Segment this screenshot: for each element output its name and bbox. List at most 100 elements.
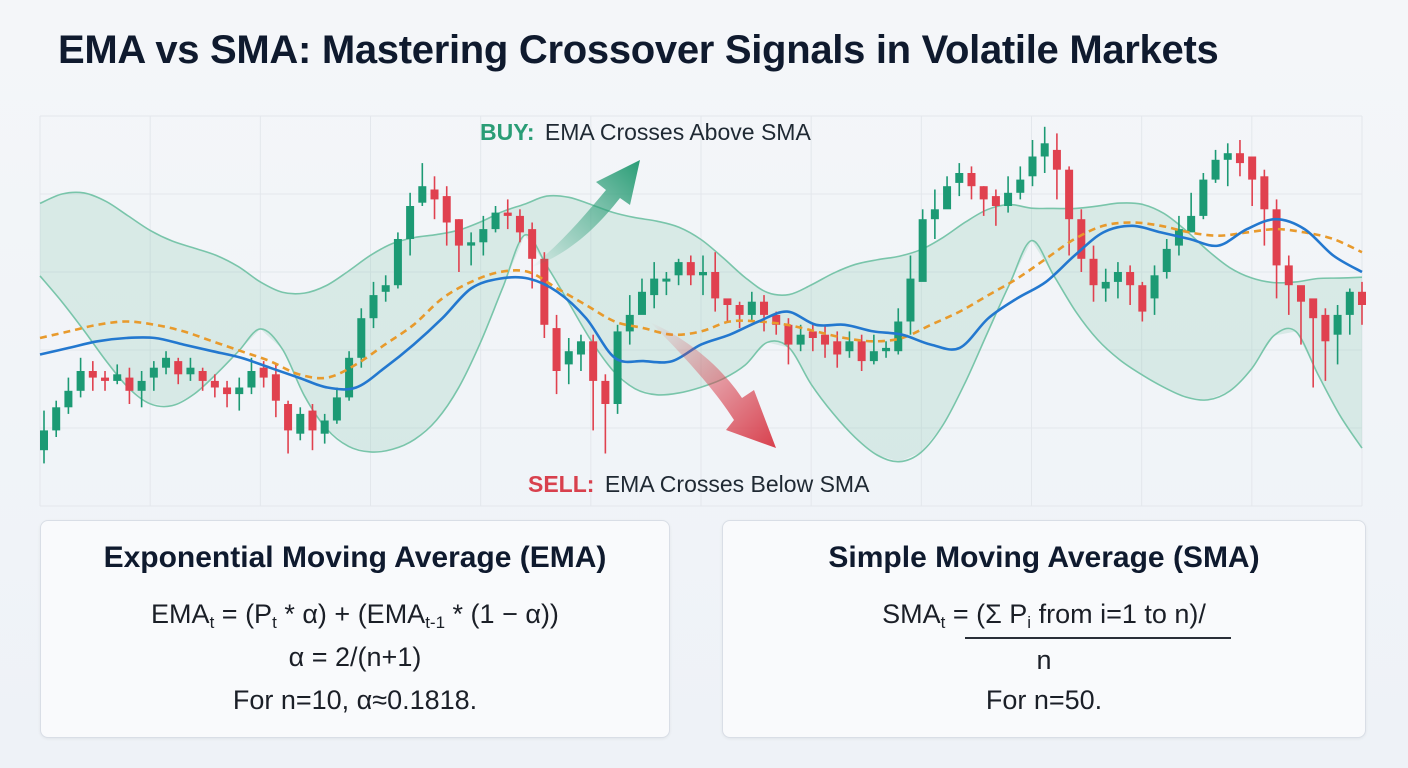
candle-body [723, 298, 732, 305]
candle-body [271, 374, 280, 401]
candle [686, 255, 695, 286]
candle [1138, 281, 1147, 322]
band-fill [40, 192, 1362, 462]
candle [442, 186, 451, 246]
candle-body [991, 196, 1000, 206]
candle [454, 219, 463, 272]
candle [1101, 268, 1110, 302]
candle-body [491, 212, 500, 230]
candle [882, 341, 891, 358]
candle [967, 166, 976, 200]
candle [930, 189, 939, 239]
candle [247, 357, 256, 395]
sma-formula: SMAt = (Σ Pi from i=1 to n)/ [882, 599, 1206, 632]
candle-body [918, 219, 927, 282]
candle-body [772, 314, 781, 325]
candle [894, 308, 903, 355]
candle [552, 314, 561, 395]
candle-body [247, 371, 256, 388]
candle-body [1284, 265, 1293, 286]
candle-body [1345, 291, 1354, 315]
candle [662, 272, 671, 296]
candle-body [943, 186, 952, 210]
candle [137, 371, 146, 408]
candle [332, 387, 341, 424]
candle [869, 334, 878, 365]
candle-body [637, 291, 646, 315]
candle [650, 262, 659, 309]
candle-body [88, 371, 97, 378]
candle [711, 252, 720, 312]
candle-body [210, 380, 219, 388]
buy-arrow [530, 160, 640, 268]
candle-body [576, 341, 585, 355]
candle [1187, 192, 1196, 233]
candle [186, 357, 195, 381]
candle [1004, 176, 1013, 213]
candle-body [479, 229, 488, 243]
candle-body [1004, 192, 1013, 206]
candle-body [686, 262, 695, 276]
candle [625, 295, 634, 345]
buy-prefix: BUY: [480, 119, 535, 145]
candle-body [906, 278, 915, 322]
candle-body [1187, 215, 1196, 233]
candle [210, 374, 219, 398]
candle [821, 324, 830, 358]
candle-body [1113, 272, 1122, 282]
candle [308, 404, 317, 451]
candle [369, 281, 378, 329]
candle-body [284, 404, 293, 431]
signal-arrows [530, 160, 776, 448]
candle [1211, 149, 1220, 183]
candle-body [259, 367, 268, 378]
candle [955, 163, 964, 197]
candle-body [223, 387, 232, 395]
candle [796, 324, 805, 352]
candle-body [393, 239, 402, 286]
sma-example: For n=50. [985, 685, 1103, 715]
candle [320, 413, 329, 444]
candle-body [418, 186, 427, 203]
candle [1052, 133, 1061, 200]
candle-body [540, 258, 549, 325]
candle [357, 308, 366, 368]
candle-body [760, 301, 769, 315]
candle-body [528, 229, 537, 259]
candle-body [430, 189, 439, 200]
band-lower-line [39, 234, 1363, 463]
sma-line [39, 221, 1363, 380]
candle [479, 215, 488, 256]
candle [40, 410, 48, 464]
candle-body [930, 209, 939, 220]
candle [906, 255, 915, 335]
candle [576, 334, 585, 371]
candle [918, 209, 927, 282]
volatility-band [39, 191, 1363, 463]
ema-alpha-formula: α = 2/(n+1) [288, 642, 422, 672]
candle [393, 232, 402, 289]
candle [284, 400, 293, 454]
candle-body [162, 357, 171, 368]
candle-body [345, 357, 354, 398]
candle-body [1235, 153, 1244, 164]
band-upper-line [39, 191, 1363, 296]
candle-body [235, 387, 244, 395]
fraction-bar [965, 637, 1231, 639]
candle [564, 338, 573, 385]
candle-body [125, 377, 134, 391]
candle-body [357, 318, 366, 358]
ema-line [39, 217, 1363, 391]
candle-body [1138, 285, 1147, 312]
candle-body [1077, 219, 1086, 259]
candle [1223, 143, 1232, 187]
candle [467, 232, 476, 266]
candle [76, 357, 85, 398]
sell-text: EMA Crosses Below SMA [605, 471, 870, 497]
ema-example: For n=10, α≈0.1818. [232, 685, 478, 715]
candle-body [101, 377, 110, 381]
candlestick-series [40, 126, 1366, 464]
candle [760, 295, 769, 332]
candle [723, 298, 732, 322]
sell-arrow [650, 322, 776, 448]
